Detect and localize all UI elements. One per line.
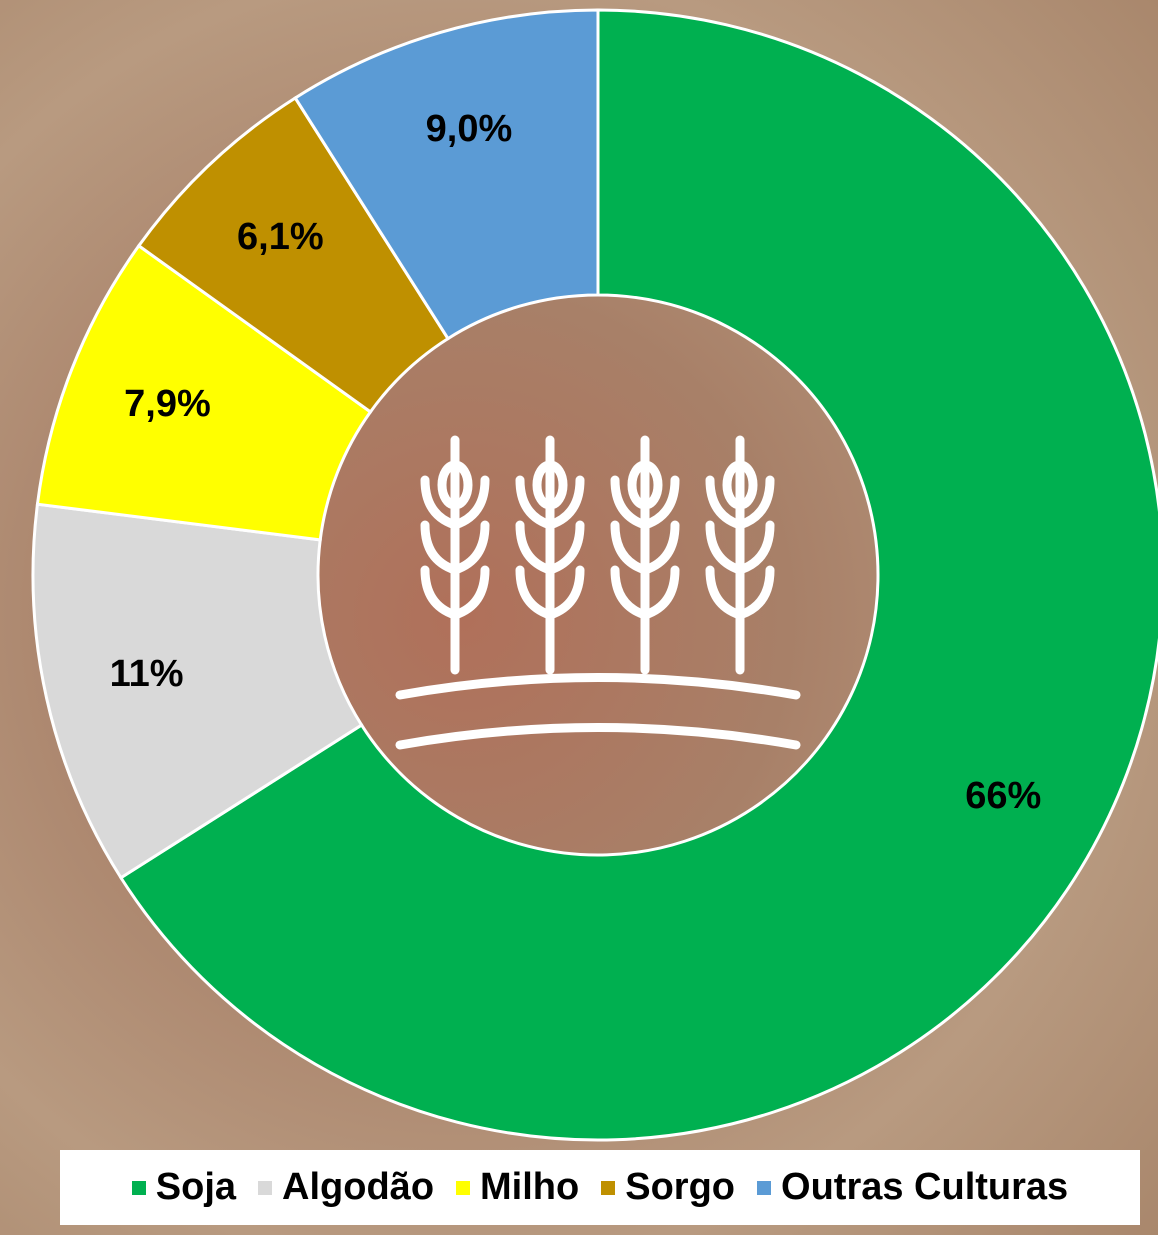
legend-marker	[258, 1180, 273, 1195]
legend-marker	[601, 1180, 616, 1195]
legend-marker	[456, 1180, 471, 1195]
legend-label: Soja	[155, 1166, 237, 1208]
data-label: 7,9%	[124, 383, 211, 425]
legend-label: Outras Culturas	[781, 1166, 1069, 1208]
slice	[31, 502, 364, 880]
legend-item: Outras Culturas	[757, 1166, 1068, 1209]
legend-item: Soja	[131, 1166, 237, 1209]
data-label: 9,0%	[426, 108, 513, 150]
legend-marker	[757, 1180, 772, 1195]
wheat-icon	[395, 435, 801, 750]
data-label: 11%	[110, 653, 184, 695]
data-label: 6,1%	[237, 216, 324, 258]
slice	[118, 8, 1158, 1142]
legend-label: Sorgo	[625, 1166, 736, 1208]
slice	[35, 243, 373, 542]
legend-marker	[131, 1180, 146, 1195]
legend: Soja Algodão Milho Sorgo Outras Culturas	[60, 1150, 1140, 1225]
legend-label: Milho	[480, 1166, 580, 1208]
legend-item: Milho	[456, 1166, 579, 1209]
legend-item: Algodão	[258, 1166, 434, 1209]
legend-item: Sorgo	[601, 1166, 735, 1209]
slice	[293, 8, 600, 341]
legend-label: Algodão	[282, 1166, 435, 1208]
data-label: 66%	[965, 775, 1041, 817]
